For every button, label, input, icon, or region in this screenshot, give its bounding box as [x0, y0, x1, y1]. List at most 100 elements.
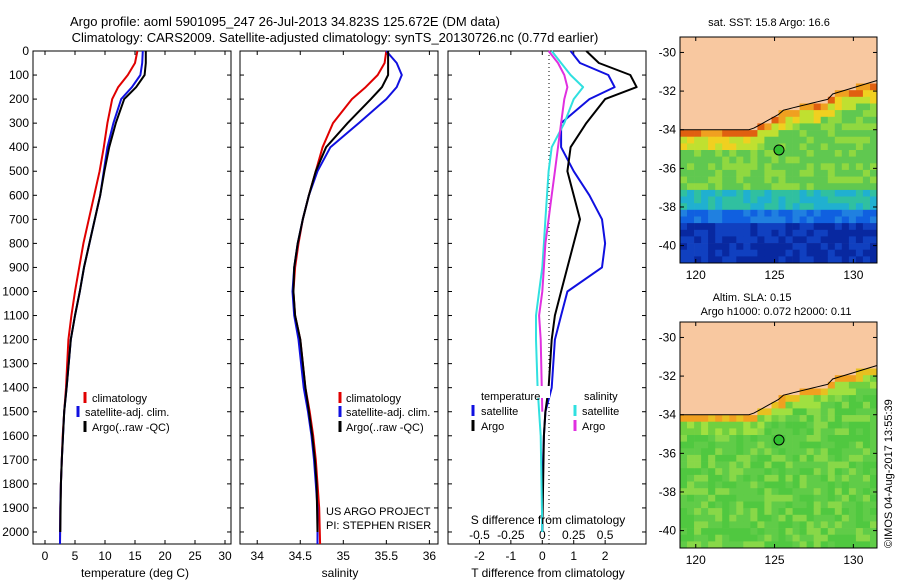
field-cell	[750, 229, 758, 237]
field-cell	[708, 421, 716, 429]
field-cell	[771, 156, 779, 164]
field-cell	[806, 116, 814, 124]
field-cell	[855, 534, 864, 542]
field-cell	[680, 541, 688, 549]
field-cell	[870, 375, 878, 383]
field-cell	[855, 83, 864, 91]
field-cell	[785, 163, 793, 171]
field-cell	[848, 176, 857, 184]
field-cell	[820, 209, 829, 217]
field-cell	[715, 441, 723, 449]
field-cell	[792, 176, 800, 184]
field-cell	[806, 229, 814, 237]
field-cell	[792, 474, 800, 482]
field-cell	[715, 163, 723, 171]
field-cell	[813, 454, 822, 462]
field-cell	[855, 196, 864, 204]
field-cell	[708, 488, 716, 496]
field-cell	[862, 388, 871, 396]
field-cell	[743, 521, 751, 529]
field-cell	[834, 514, 843, 522]
field-cell	[743, 534, 751, 542]
field-cell	[792, 521, 800, 529]
x-tick-label: 34.5	[289, 549, 313, 563]
field-cell	[862, 435, 871, 442]
field-cell	[743, 501, 751, 509]
field-cell	[771, 488, 779, 496]
field-cell	[820, 415, 829, 423]
field-cell	[855, 395, 864, 403]
field-cell	[736, 534, 744, 542]
field-cell	[715, 448, 723, 456]
field-cell	[870, 243, 878, 251]
series-line-t-satellite	[541, 50, 616, 532]
field-cell	[848, 381, 857, 389]
field-cell	[764, 163, 772, 171]
field-cell	[813, 421, 822, 429]
field-cell	[757, 156, 765, 164]
field-cell	[792, 501, 800, 509]
field-cell	[806, 143, 814, 151]
field-cell	[778, 541, 786, 549]
field-cell	[820, 169, 829, 177]
field-cell	[827, 435, 836, 442]
field-cell	[848, 521, 857, 529]
field-cell	[687, 150, 695, 157]
depth-tick-label: 800	[9, 236, 29, 250]
field-cell	[729, 216, 737, 224]
field-cell	[701, 534, 709, 542]
field-cell	[841, 256, 850, 264]
field-cell	[820, 110, 829, 118]
field-cell	[848, 163, 857, 171]
field-cell	[694, 541, 702, 549]
field-cell	[722, 428, 730, 436]
field-cell	[785, 534, 793, 542]
field-cell	[750, 494, 758, 502]
field-cell	[827, 541, 836, 549]
field-cell	[729, 256, 737, 264]
field-cell	[757, 441, 765, 449]
field-cell	[708, 243, 716, 251]
field-cell	[841, 223, 850, 231]
field-cell	[708, 203, 716, 211]
field-cell	[715, 528, 723, 536]
field-cell	[799, 401, 807, 409]
field-cell	[820, 494, 829, 502]
field-cell	[799, 541, 807, 549]
field-cell	[708, 435, 716, 442]
field-cell	[806, 534, 814, 542]
field-cell	[771, 541, 779, 549]
field-cell	[680, 163, 688, 171]
field-cell	[778, 415, 786, 423]
field-cell	[841, 176, 850, 184]
field-cell	[680, 461, 688, 469]
field-cell	[820, 528, 829, 536]
field-cell	[736, 176, 744, 184]
field-cell	[813, 256, 822, 264]
field-cell	[813, 494, 822, 502]
field-cell	[722, 521, 730, 529]
field-cell	[736, 143, 744, 151]
field-cell	[722, 494, 730, 502]
field-cell	[736, 196, 744, 204]
field-cell	[750, 236, 758, 244]
field-cell	[757, 508, 765, 516]
field-cell	[694, 415, 702, 423]
field-cell	[687, 428, 695, 436]
field-cell	[701, 163, 709, 171]
field-cell	[729, 428, 737, 436]
field-cell	[870, 415, 878, 423]
field-cell	[750, 488, 758, 496]
field-cell	[792, 481, 800, 489]
field-cell	[743, 468, 751, 476]
field-cell	[680, 521, 688, 529]
field-cell	[764, 474, 772, 482]
field-cell	[680, 514, 688, 522]
field-cell	[870, 494, 878, 502]
field-cell	[799, 388, 807, 396]
field-cell	[708, 130, 716, 138]
field-cell	[722, 130, 730, 138]
field-cell	[785, 150, 793, 157]
field-cell	[855, 421, 864, 429]
field-cell	[764, 501, 772, 509]
